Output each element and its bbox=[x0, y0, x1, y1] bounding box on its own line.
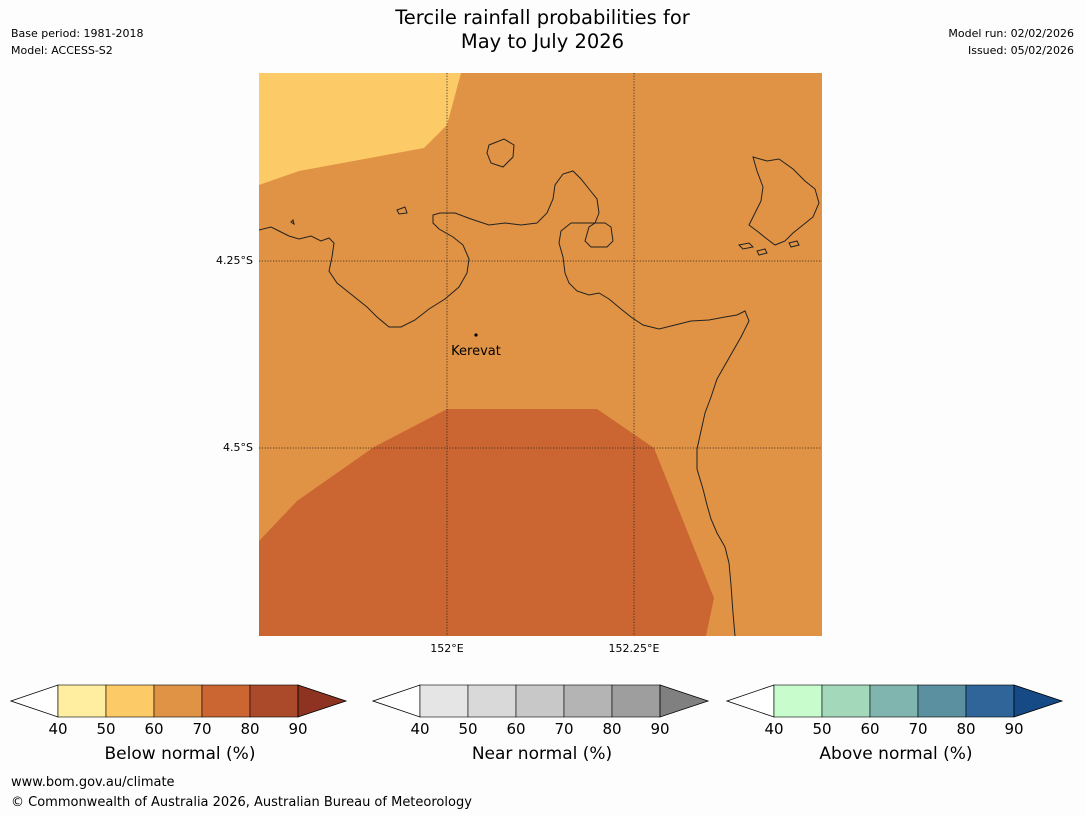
below-normal-colorbar: 40 50 60 70 80 90 Below normal (%) bbox=[9, 684, 350, 764]
colorbar-tick: 80 bbox=[602, 720, 622, 738]
colorbar-tick: 80 bbox=[956, 720, 976, 738]
colorbar-tick: 60 bbox=[144, 720, 164, 738]
colorbar-tick: 90 bbox=[288, 720, 308, 738]
above-normal-colorbar-scale bbox=[725, 684, 1064, 718]
colorbar-under-arrow bbox=[371, 684, 421, 718]
base-period-text: Base period: 1981-2018 bbox=[11, 27, 144, 40]
region-40-50 bbox=[259, 73, 461, 185]
colorbar-tick: 70 bbox=[554, 720, 574, 738]
near-normal-colorbar-scale bbox=[371, 684, 710, 718]
colorbar-under-arrow bbox=[725, 684, 775, 718]
colorbar-segment bbox=[821, 684, 871, 718]
colorbar-tick: 50 bbox=[812, 720, 832, 738]
colorbar-tick: 40 bbox=[410, 720, 430, 738]
run-info: Model run: 02/02/2026 Issued: 05/02/2026 bbox=[948, 25, 1074, 59]
near-normal-colorbar: 40 50 60 70 80 90 Near normal (%) bbox=[371, 684, 712, 764]
region-60-70 bbox=[259, 409, 714, 636]
map-title: Tercile rainfall probabilities for May t… bbox=[0, 6, 1085, 54]
colorbar-under-arrow bbox=[9, 684, 59, 718]
colorbar-over-arrow bbox=[659, 684, 710, 718]
longitude-label: 152.25°E bbox=[608, 642, 660, 655]
issued-text: Issued: 05/02/2026 bbox=[967, 44, 1074, 57]
colorbar-segment bbox=[57, 684, 107, 718]
colorbar-segment bbox=[249, 684, 299, 718]
above-normal-colorbar: 40 50 60 70 80 90 Above normal (%) bbox=[725, 684, 1066, 764]
colorbar-tick: 80 bbox=[240, 720, 260, 738]
colorbar-tick: 90 bbox=[1004, 720, 1024, 738]
model-name-text: Model: ACCESS-S2 bbox=[11, 44, 113, 57]
colorbar-segment bbox=[869, 684, 919, 718]
title-line-2: May to July 2026 bbox=[460, 30, 625, 53]
colorbar-over-arrow bbox=[297, 684, 348, 718]
probability-map: Kerevat bbox=[259, 73, 822, 636]
website-text: www.bom.gov.au/climate bbox=[11, 775, 175, 790]
colorbar-tick: 90 bbox=[650, 720, 670, 738]
above-normal-label: Above normal (%) bbox=[819, 744, 973, 764]
colorbar-segment bbox=[611, 684, 661, 718]
colorbar-segment bbox=[105, 684, 155, 718]
title-line-1: Tercile rainfall probabilities for bbox=[395, 6, 690, 29]
colorbar-segment bbox=[467, 684, 517, 718]
colorbar-tick: 60 bbox=[860, 720, 880, 738]
model-info: Base period: 1981-2018 Model: ACCESS-S2 bbox=[11, 25, 143, 59]
latitude-label: 4.25°S bbox=[216, 254, 253, 267]
colorbar-segment bbox=[563, 684, 613, 718]
copyright-text: © Commonwealth of Australia 2026, Austra… bbox=[11, 795, 472, 810]
colorbar-tick: 50 bbox=[458, 720, 478, 738]
colorbar-tick: 70 bbox=[908, 720, 928, 738]
colorbar-segment bbox=[515, 684, 565, 718]
near-normal-label: Near normal (%) bbox=[471, 744, 613, 764]
latitude-label: 4.5°S bbox=[223, 441, 253, 454]
colorbar-segment bbox=[773, 684, 823, 718]
colorbar-segment bbox=[153, 684, 203, 718]
kerevat-marker bbox=[474, 333, 478, 337]
model-run-text: Model run: 02/02/2026 bbox=[948, 27, 1074, 40]
colorbar-over-arrow bbox=[1013, 684, 1064, 718]
colorbar-tick: 40 bbox=[764, 720, 784, 738]
below-normal-colorbar-scale bbox=[9, 684, 348, 718]
below-normal-label: Below normal (%) bbox=[104, 744, 256, 764]
colorbar-segment bbox=[419, 684, 469, 718]
colorbar-segment bbox=[201, 684, 251, 718]
longitude-label: 152°E bbox=[430, 642, 464, 655]
colorbar-tick: 70 bbox=[192, 720, 212, 738]
colorbar-segment bbox=[917, 684, 967, 718]
colorbar-tick: 50 bbox=[96, 720, 116, 738]
kerevat-label: Kerevat bbox=[451, 344, 501, 359]
coastline bbox=[259, 138, 820, 636]
colorbar-tick: 40 bbox=[48, 720, 68, 738]
colorbar-segment bbox=[965, 684, 1015, 718]
colorbar-tick: 60 bbox=[506, 720, 526, 738]
